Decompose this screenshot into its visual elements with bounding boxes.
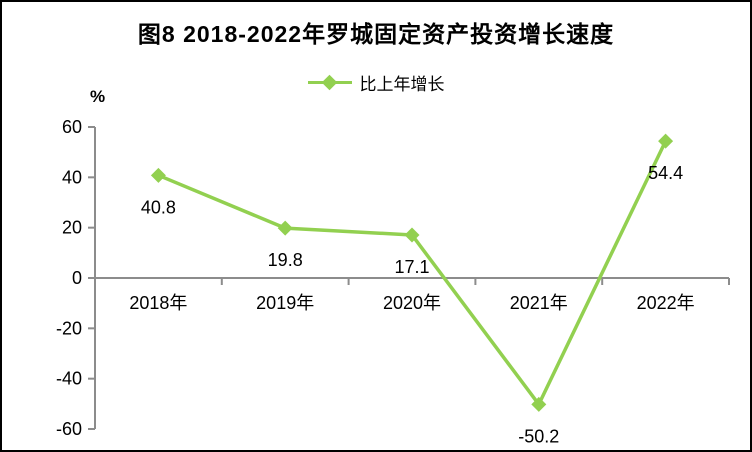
y-tick-label: 40 — [62, 167, 82, 187]
y-tick-label: 60 — [62, 117, 82, 137]
x-tick-label: 2019年 — [256, 293, 314, 313]
x-tick-label: 2021年 — [510, 293, 568, 313]
data-point-marker-icon — [531, 396, 547, 412]
data-point-label: 54.4 — [648, 163, 683, 183]
x-tick-label: 2022年 — [637, 293, 695, 313]
legend-label: 比上年增长 — [359, 75, 445, 94]
legend: 比上年增长 — [2, 70, 750, 95]
data-point-label: 19.8 — [268, 250, 303, 270]
legend-line-diamond-icon — [307, 74, 352, 91]
y-tick-label: 20 — [62, 218, 82, 238]
chart-title: 图8 2018-2022年罗城固定资产投资增长速度 — [137, 21, 615, 47]
y-tick-label: 0 — [72, 268, 82, 288]
data-point-label: 17.1 — [394, 257, 429, 277]
data-point-marker-icon — [150, 167, 166, 183]
y-axis-unit-label: % — [90, 87, 106, 106]
data-point-marker-icon — [404, 227, 420, 243]
y-tick-label: -40 — [56, 369, 82, 389]
data-point-label: -50.2 — [518, 426, 559, 446]
data-point-label: 40.8 — [141, 197, 176, 217]
data-point-marker-icon — [658, 133, 674, 149]
y-tick-label: -20 — [56, 318, 82, 338]
data-point-marker-icon — [277, 220, 293, 236]
x-tick-label: 2018年 — [129, 293, 187, 313]
y-tick-label: -60 — [56, 419, 82, 439]
x-tick-label: 2020年 — [383, 293, 441, 313]
